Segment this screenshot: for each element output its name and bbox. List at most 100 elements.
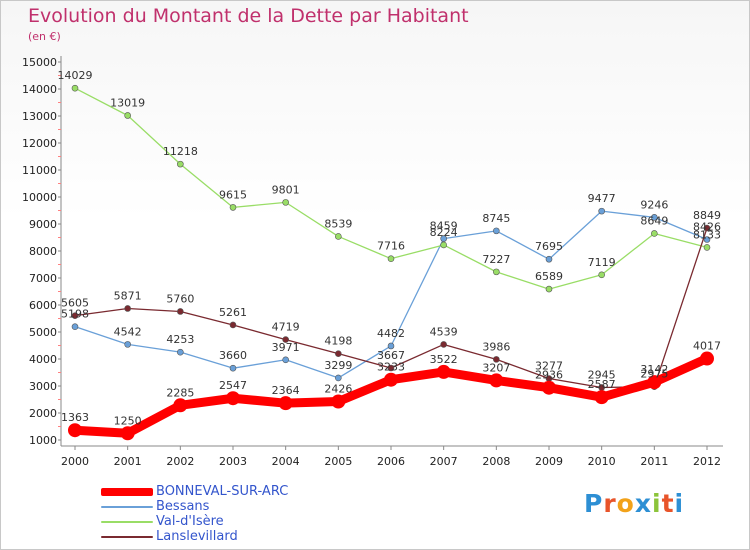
x-tick-label: 2008 <box>482 455 510 468</box>
data-label: 14029 <box>58 69 93 82</box>
legend-swatch <box>101 536 153 538</box>
data-label: 7227 <box>482 253 510 266</box>
data-point <box>598 207 605 215</box>
legend-swatch <box>101 488 153 496</box>
data-point <box>71 323 79 330</box>
data-label: 8224 <box>430 226 458 239</box>
chart-subtitle: (en €) <box>28 30 61 43</box>
y-tick-label: 7000 <box>29 272 57 285</box>
data-point <box>594 390 609 405</box>
chart-title: Evolution du Montant de la Dette par Hab… <box>28 5 469 27</box>
data-point <box>331 394 346 409</box>
data-point <box>647 375 662 390</box>
x-tick-label: 2005 <box>324 455 352 468</box>
data-label: 8459 <box>430 220 458 233</box>
data-point <box>436 364 451 379</box>
data-point <box>493 356 500 363</box>
data-label: 3277 <box>535 360 563 373</box>
data-point <box>703 224 711 232</box>
data-label-layer: 1363 1250 2285 2547 2364 2426 3233 3522 3207 2936… <box>58 69 722 427</box>
data-label: 4542 <box>114 325 142 338</box>
data-point <box>229 204 237 211</box>
data-point <box>387 255 395 262</box>
logo-letter: P <box>584 489 604 518</box>
data-label: 2975 <box>640 368 668 381</box>
y-tick-label: 9000 <box>29 218 57 231</box>
data-label: 5605 <box>61 297 89 310</box>
y-tick-label: 12000 <box>22 137 57 150</box>
data-label: 9477 <box>588 192 616 205</box>
data-point <box>124 341 131 348</box>
data-point <box>493 268 500 276</box>
data-point <box>651 214 658 221</box>
data-point <box>489 373 504 388</box>
data-label: 8649 <box>640 214 668 227</box>
data-label: 5198 <box>61 308 89 321</box>
data-label: 6589 <box>535 270 563 283</box>
data-label: 3971 <box>272 341 300 354</box>
data-label: 3207 <box>482 361 510 374</box>
y-tick-label: 4000 <box>29 353 57 366</box>
y-tick-label: 1000 <box>29 434 57 447</box>
data-point <box>173 398 188 413</box>
legend-label: Lanslevillard <box>156 529 238 544</box>
legend-swatch <box>101 521 153 523</box>
y-tick-label: 11000 <box>22 164 57 177</box>
data-label: 2936 <box>535 369 563 382</box>
data-label: 2547 <box>219 379 247 392</box>
data-label: 8849 <box>693 209 721 222</box>
data-label: 1250 <box>114 414 142 427</box>
data-point <box>545 285 553 293</box>
data-label: 5760 <box>166 292 194 305</box>
data-point <box>440 241 447 249</box>
x-tick-label: 2006 <box>377 455 405 468</box>
data-label: 1363 <box>61 411 89 424</box>
data-label: 3233 <box>377 361 405 374</box>
data-point <box>335 233 342 240</box>
data-point <box>71 312 79 319</box>
data-point <box>440 235 447 242</box>
y-tick-label: 5000 <box>29 326 57 339</box>
x-tick-label: 2007 <box>430 455 458 468</box>
data-point <box>229 364 237 372</box>
x-tick-label: 2009 <box>535 455 563 468</box>
chart-axes: 1000 2000 3000 4000 5000 6000 7000 8000 9000 1000… <box>22 56 723 468</box>
y-tick-label: 3000 <box>29 380 57 393</box>
y-tick-label: 8000 <box>29 245 57 258</box>
data-label: 8133 <box>693 228 721 241</box>
data-label: 4539 <box>430 325 458 338</box>
data-point <box>177 308 184 315</box>
data-point <box>542 380 556 395</box>
x-tick-label: 2011 <box>640 455 668 468</box>
y-tick-label: 14000 <box>22 83 57 96</box>
data-label: 8539 <box>324 217 352 230</box>
data-point <box>120 426 135 441</box>
data-point <box>651 230 658 237</box>
data-point <box>493 227 500 235</box>
data-label: 3299 <box>324 359 352 372</box>
data-point <box>177 160 184 168</box>
x-tick-label: 2002 <box>166 455 194 468</box>
data-label: 3667 <box>377 349 405 362</box>
data-label: 2945 <box>588 368 616 381</box>
proxiti-logo: Proxiti <box>584 489 684 518</box>
data-label: 5871 <box>114 289 142 302</box>
data-point <box>282 199 289 206</box>
data-label: 4482 <box>377 327 405 340</box>
y-tick-label: 6000 <box>29 299 57 312</box>
x-tick-label: 2004 <box>272 455 300 468</box>
data-label: 2426 <box>324 382 352 395</box>
data-point <box>545 255 553 263</box>
data-label: 7716 <box>377 240 405 253</box>
series-layer <box>68 84 714 441</box>
data-point <box>124 305 131 312</box>
logo-letter: r <box>603 489 617 518</box>
data-point <box>278 396 293 411</box>
data-label: 2587 <box>588 378 616 391</box>
data-label: 3986 <box>482 340 510 353</box>
data-label: 7119 <box>588 256 616 269</box>
data-label: 7695 <box>535 240 563 253</box>
logo-letter: t <box>661 489 675 518</box>
